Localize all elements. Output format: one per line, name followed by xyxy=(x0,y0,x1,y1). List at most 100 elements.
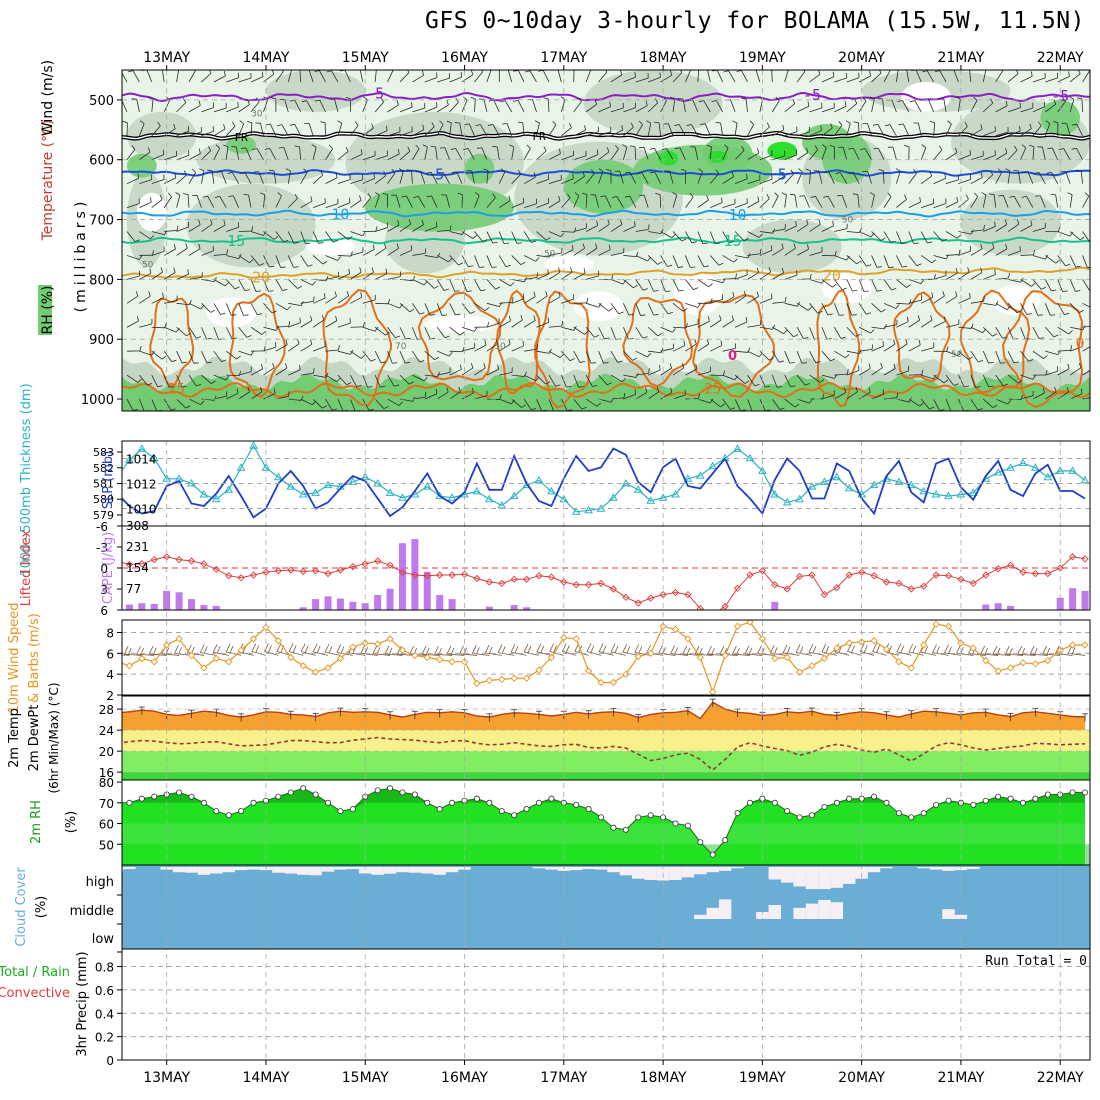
wind-barb-flag xyxy=(405,337,411,340)
wind-barb xyxy=(536,231,547,241)
series-wind-speed-point xyxy=(795,668,804,676)
series-li-point xyxy=(647,594,655,602)
wind-barb xyxy=(275,279,283,291)
wind-barb-flag xyxy=(426,171,432,174)
y-tick-label-cape: 154 xyxy=(126,561,149,575)
wind-barb xyxy=(759,198,770,208)
x-tick-label-bottom: 14MAY xyxy=(242,1070,289,1086)
series-li-point xyxy=(411,571,419,579)
wind-barb-flag xyxy=(560,96,566,100)
y-tick-label-li: 0 xyxy=(100,562,108,576)
wind-barb-flag xyxy=(533,172,536,178)
wind-barb-10m xyxy=(1017,653,1036,656)
wind-barb xyxy=(598,223,610,232)
wind-barb xyxy=(1039,195,1046,208)
wind-barb-flag xyxy=(1008,272,1010,279)
wind-barb xyxy=(325,148,334,160)
series-wind-speed-point xyxy=(547,653,556,662)
wind-barb-flag xyxy=(359,195,362,201)
wind-barb xyxy=(995,70,1003,83)
wind-barb-flag xyxy=(698,393,700,399)
series-li-point xyxy=(311,567,320,575)
wind-barb-flag xyxy=(835,172,841,175)
wind-barb-flag xyxy=(730,407,736,410)
wind-barb-flag xyxy=(578,386,584,388)
series-rh-point xyxy=(349,806,356,813)
wind-barb xyxy=(716,70,724,83)
wind-barb xyxy=(308,123,314,136)
series-li-point xyxy=(138,560,146,568)
wind-barb-10m-flag xyxy=(1033,647,1038,656)
series-wind-speed-point xyxy=(696,653,704,662)
wind-barb-flag xyxy=(977,408,983,411)
wind-barb-10m-flag xyxy=(540,645,545,653)
series-thickness-point xyxy=(993,468,1003,476)
wind-barb-flag xyxy=(139,120,145,125)
wind-barb xyxy=(474,71,483,83)
wind-barb xyxy=(499,200,511,208)
wind-barb xyxy=(126,231,136,242)
wind-barb xyxy=(406,195,413,208)
wind-barb-flag xyxy=(138,255,143,260)
wind-barb-flag xyxy=(946,346,949,352)
wind-barb-flag xyxy=(649,171,655,174)
wind-barb-flag xyxy=(939,409,945,411)
wind-barb xyxy=(467,148,475,160)
wind-barb xyxy=(610,74,623,83)
wind-barb xyxy=(660,326,673,333)
wind-barb-flag xyxy=(410,245,413,251)
wind-barb-flag xyxy=(711,100,717,103)
wind-barb xyxy=(449,326,461,336)
wind-barb-flag xyxy=(1055,259,1060,264)
wind-barb-flag xyxy=(918,340,921,346)
wind-barb-10m-flag xyxy=(488,646,493,655)
cloud-high-bar xyxy=(408,867,422,873)
wind-barb-flag xyxy=(1016,310,1022,314)
series-li-point xyxy=(1006,561,1015,569)
wind-barb xyxy=(288,322,301,328)
wind-barb xyxy=(734,202,748,208)
wind-barb-flag xyxy=(1062,290,1068,292)
wind-barb xyxy=(287,170,291,184)
wind-barb-10m xyxy=(264,651,279,656)
wind-barb xyxy=(461,392,474,400)
wind-barb-flag xyxy=(809,398,813,404)
wind-barb xyxy=(523,398,532,411)
wind-barb-flag xyxy=(397,148,400,155)
wind-barb-flag xyxy=(953,383,959,386)
axis-label-2m-temp: 2m Temp xyxy=(7,708,22,768)
wind-barb xyxy=(896,231,902,244)
series-rh-point xyxy=(945,797,952,804)
wind-barb xyxy=(436,327,446,339)
wind-barb xyxy=(325,374,337,382)
temp-band-16-20 xyxy=(122,751,1090,773)
wind-barb xyxy=(834,77,847,83)
wind-barb-flag xyxy=(525,70,531,73)
wind-barb xyxy=(710,319,722,328)
wind-barb xyxy=(809,279,823,284)
wind-barb-flag xyxy=(902,265,908,268)
series-li-point xyxy=(597,579,605,588)
wind-barb xyxy=(561,197,571,208)
isotherm-20 xyxy=(122,266,1090,279)
wind-barb xyxy=(260,123,264,136)
wind-barb xyxy=(449,369,462,376)
wind-barb-flag xyxy=(709,398,714,404)
wind-barb xyxy=(635,372,649,376)
axis-label-precip: 3hr Precip (mm) xyxy=(75,951,90,1056)
wind-barb-10m xyxy=(213,651,229,656)
wind-barb-flag xyxy=(905,339,908,345)
wind-barb xyxy=(598,398,612,403)
isotherm-25-loop xyxy=(692,293,776,398)
wind-barb-flag xyxy=(733,258,738,263)
wind-barb xyxy=(449,122,452,136)
series-wind-speed-point xyxy=(932,620,940,628)
wind-barb xyxy=(126,149,136,160)
rh-contour-label: 50 xyxy=(142,260,154,270)
wind-barb xyxy=(928,99,934,113)
wind-barb xyxy=(694,146,699,160)
wind-barb xyxy=(648,231,662,235)
wind-barb xyxy=(598,151,610,161)
series-wind-speed-point xyxy=(274,637,283,645)
